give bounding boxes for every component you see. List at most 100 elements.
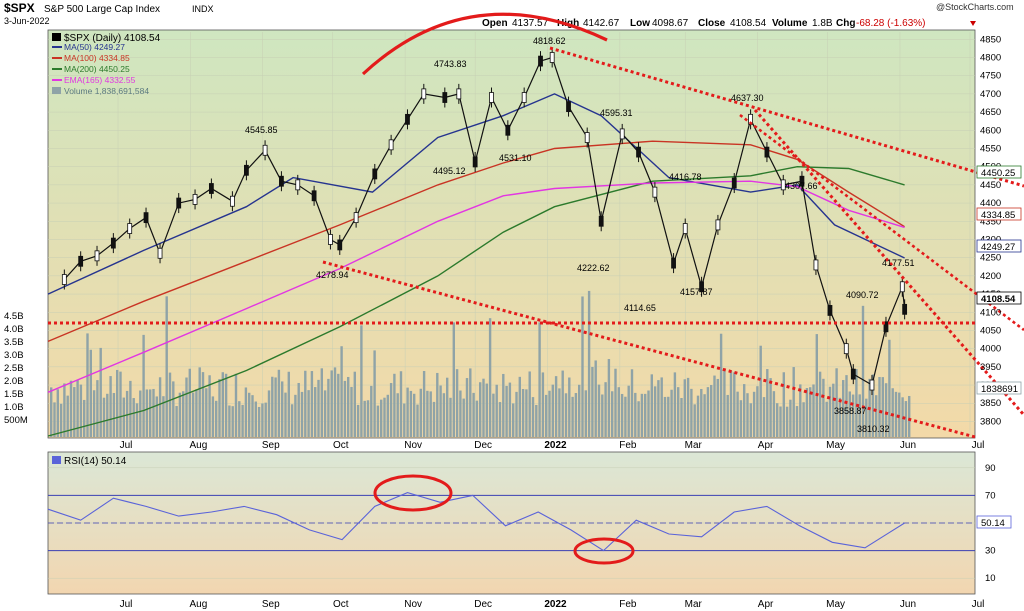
rsi-legend-label: RSI(14) 50.14 [64, 456, 127, 467]
close-tag [976, 291, 1022, 305]
volume-tick-label: 1.5B [4, 389, 24, 400]
volume-bar [373, 350, 376, 437]
volume-bar [888, 339, 891, 437]
month-label: Aug [189, 440, 207, 451]
volume-bar [413, 393, 416, 437]
volume-bar [578, 384, 581, 437]
volume-bar [548, 390, 551, 437]
price-tick-label: 4350 [980, 216, 1001, 227]
volume-bar [79, 384, 83, 437]
price-candle [489, 92, 494, 103]
month-label: Apr [758, 599, 774, 610]
volume-bar [647, 390, 650, 437]
volume-bar [149, 389, 152, 437]
watermark: @StockCharts.com [936, 2, 1014, 12]
volume-bar [898, 392, 901, 437]
volume-bar [406, 387, 409, 437]
volume-bar [644, 393, 647, 437]
price-labels: 4545.85 4278.94 4743.83 4495.12 4531.10 … [245, 36, 915, 434]
volume-bar [541, 372, 545, 437]
volume-bar [571, 396, 574, 437]
month-label: Nov [404, 599, 422, 610]
price-candle [372, 168, 378, 180]
ma100-tag [976, 207, 1022, 221]
volume-bar [228, 405, 231, 437]
month-label: 2022 [544, 599, 567, 610]
volume-bar [310, 371, 314, 437]
month-label: Jul [120, 440, 133, 451]
volume-bar [766, 369, 769, 437]
price-candle [311, 190, 317, 202]
volume-bar [832, 383, 835, 437]
volume-bar [597, 384, 601, 437]
volume-bar [802, 402, 805, 437]
volume-bar [327, 378, 330, 437]
lower-trendline [322, 260, 976, 439]
volume-bar [300, 391, 304, 437]
price-candle [715, 219, 721, 231]
volume-bar [469, 368, 472, 437]
volume-bar [376, 405, 380, 437]
volume-bar [89, 349, 92, 437]
price-label: 3858.87 [834, 406, 867, 416]
rsi-annotations [373, 474, 635, 565]
month-label: Feb [619, 599, 637, 610]
rsi-legend-swatch [52, 456, 61, 464]
volume-bar [733, 372, 736, 437]
volume-bar [640, 393, 644, 437]
volume-bar [789, 399, 792, 437]
month-label: Mar [685, 599, 703, 610]
volume-bar [277, 369, 281, 437]
volume-bar [96, 380, 99, 437]
volume-bar [109, 376, 112, 437]
low-value: 4098.67 [652, 18, 689, 29]
price-candle [827, 305, 833, 316]
price-candle [899, 281, 905, 293]
volume-bar [452, 322, 455, 437]
volume-bar [99, 347, 102, 437]
volume-tick-label: 2.5B [4, 363, 24, 374]
price-tick-label: 4750 [980, 71, 1001, 82]
volume-bar [637, 401, 640, 437]
volume-bar [155, 396, 158, 437]
rsi-legend: RSI(14) 50.14 [52, 456, 127, 467]
volume-bar [521, 389, 525, 437]
volume-bar [168, 372, 172, 437]
volume-bar [76, 380, 79, 437]
volume-bar [495, 384, 498, 437]
volume-bar [432, 401, 436, 437]
volume-label: Volume [772, 18, 808, 29]
volume-bar [726, 394, 729, 437]
volume-bar [551, 384, 554, 437]
volume-bar [759, 345, 762, 437]
volume-bar [330, 370, 333, 437]
volume-bar [670, 389, 673, 437]
volume-bar [677, 387, 680, 437]
volume-bar [908, 395, 911, 437]
volume-bar [257, 406, 261, 437]
price-tick-label: 4650 [980, 107, 1001, 118]
volume-bar [746, 393, 749, 437]
volume-bar [191, 392, 195, 437]
volume-bar [353, 371, 356, 437]
close-label: Close [698, 18, 726, 29]
volume-bar [594, 360, 597, 437]
volume-tick-label: 4.5B [4, 311, 24, 322]
volume-bar [515, 391, 518, 437]
volume-bar [535, 404, 538, 437]
volume-bar [320, 368, 323, 437]
price-candle [883, 321, 889, 333]
price-label: 4818.62 [533, 36, 566, 46]
month-label: May [826, 599, 845, 610]
moving-averages [47, 93, 905, 437]
volume-bar [281, 381, 284, 437]
price-axis: 3800385039003950400040504100415042004250… [980, 34, 1001, 427]
month-label: Feb [619, 440, 637, 451]
volume-bar [475, 400, 479, 437]
volume-bar [634, 392, 637, 437]
volume-bar [135, 403, 139, 437]
volume-bar [617, 387, 620, 437]
price-candle [843, 343, 849, 355]
volume-bar [568, 377, 571, 437]
volume-bar [165, 296, 168, 437]
